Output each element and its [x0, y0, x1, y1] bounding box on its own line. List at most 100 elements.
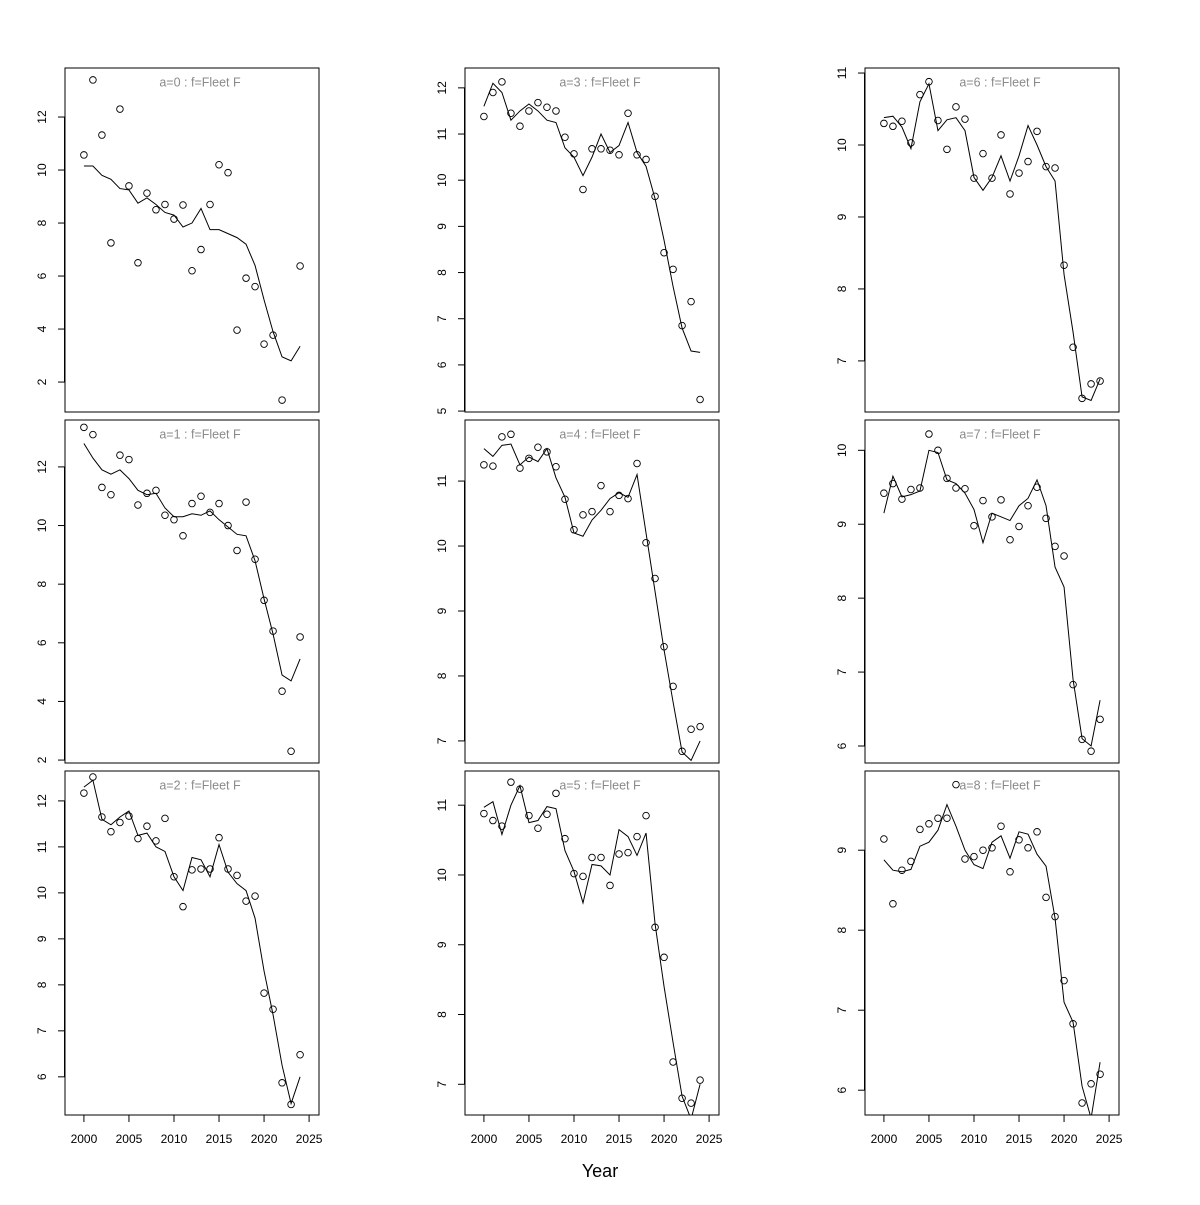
data-point [687, 725, 695, 733]
data-point [89, 76, 97, 84]
y-tick-label: 8 [35, 219, 49, 226]
y-tick-label: 6 [435, 361, 449, 368]
data-point [1096, 715, 1104, 724]
data-point [242, 274, 250, 282]
data-point [633, 459, 641, 468]
panel: a=2 : f=Fleet F 6 7 8 9 10 11 12 2000 2005 2010 201… [35, 770, 323, 1146]
panel-title: a=3 : f=Fleet F [559, 75, 641, 89]
data-point [498, 822, 506, 830]
y-tick-label: 7 [435, 737, 449, 744]
y-tick-label: 8 [835, 285, 849, 292]
data-point [687, 1099, 695, 1107]
data-point [507, 109, 515, 118]
y-tick-label: 6 [835, 742, 849, 749]
plot-area [80, 423, 304, 756]
x-axis-label: Year [582, 1161, 618, 1181]
data-point [642, 155, 650, 164]
data-point [170, 215, 178, 223]
panel-title: a=5 : f=Fleet F [559, 778, 641, 792]
data-point [1060, 976, 1068, 985]
y-tick-label: 9 [435, 607, 449, 614]
y-tick-label: 10 [835, 443, 849, 457]
y-tick-label: 7 [435, 1081, 449, 1088]
data-point [1069, 343, 1077, 351]
data-point [197, 245, 205, 254]
data-point [1096, 377, 1104, 385]
data-point [233, 546, 241, 555]
y-tick-label: 10 [35, 519, 49, 533]
data-point [970, 852, 978, 861]
fitted-line [83, 779, 301, 1106]
data-point [1006, 868, 1014, 876]
data-point [570, 150, 578, 158]
data-point [507, 430, 515, 439]
data-point [624, 109, 632, 118]
y-tick-label: 8 [435, 1011, 449, 1018]
y-tick-label: 8 [835, 927, 849, 934]
data-point [696, 1076, 704, 1084]
data-point [260, 340, 268, 348]
panel-title: a=6 : f=Fleet F [959, 75, 1041, 89]
data-point [269, 1005, 277, 1013]
data-point [242, 498, 250, 506]
data-point [1096, 1070, 1104, 1078]
panel: a=4 : f=Fleet F 7 8 9 10 11 [435, 419, 720, 764]
x-tick-label: 2015 [606, 1132, 633, 1146]
data-point [624, 848, 632, 857]
y-tick-label: 9 [35, 935, 49, 942]
data-point [880, 489, 888, 497]
data-point [588, 507, 596, 516]
y-tick-label: 9 [835, 847, 849, 854]
data-point [907, 485, 915, 494]
data-point [498, 78, 506, 86]
data-point [988, 844, 996, 852]
y-tick-label: 8 [35, 581, 49, 588]
data-point [687, 297, 695, 306]
plot-area [480, 778, 704, 1115]
panel-frame [64, 419, 320, 764]
y-tick-label: 11 [435, 475, 449, 488]
data-point [1015, 169, 1023, 177]
data-point [889, 900, 897, 908]
panel-title: a=4 : f=Fleet F [559, 427, 641, 441]
panel-frame [864, 770, 1120, 1116]
data-point [997, 131, 1005, 139]
data-point [161, 511, 169, 520]
x-tick-label: 2010 [561, 1132, 588, 1146]
data-point [98, 131, 106, 139]
y-tick-label: 6 [835, 1087, 849, 1094]
x-tick-label: 2010 [161, 1132, 188, 1146]
y-tick-label: 7 [835, 1007, 849, 1014]
data-point [669, 1058, 677, 1066]
data-point [296, 633, 304, 641]
panel: a=6 : f=Fleet F 7 8 9 10 11 [835, 66, 1120, 413]
data-point [107, 239, 115, 247]
data-point [152, 837, 160, 845]
data-point [116, 451, 124, 459]
data-point [143, 822, 151, 830]
x-tick-label: 2015 [206, 1132, 233, 1146]
y-tick-label: 8 [835, 594, 849, 601]
data-point [597, 481, 605, 490]
y-tick-label: 5 [435, 407, 449, 414]
data-point [179, 532, 187, 540]
x-tick-label: 2005 [916, 1132, 943, 1146]
y-tick-label: 4 [35, 325, 49, 332]
data-point [224, 521, 232, 530]
data-point [233, 326, 241, 334]
data-point [633, 832, 641, 841]
data-point [1015, 836, 1023, 844]
panel-frame [64, 67, 320, 413]
data-point [1024, 157, 1032, 166]
data-point [480, 809, 488, 818]
data-point [880, 835, 888, 843]
data-point [1024, 844, 1032, 852]
y-tick-label: 12 [435, 81, 449, 95]
panel-title: a=2 : f=Fleet F [159, 778, 241, 792]
data-point [979, 846, 987, 854]
x-tick-label: 2010 [961, 1132, 988, 1146]
data-point [696, 722, 704, 731]
fitted-line [483, 82, 701, 353]
data-point [215, 833, 223, 842]
data-point [543, 810, 551, 819]
